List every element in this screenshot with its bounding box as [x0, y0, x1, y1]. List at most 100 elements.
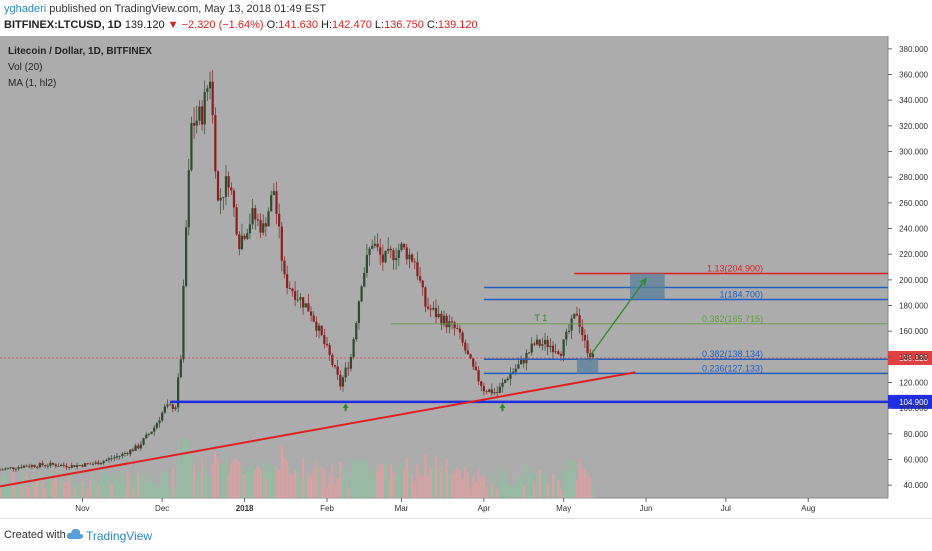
- y-tick-label: 280.000: [899, 173, 928, 182]
- candle-body: [214, 115, 217, 172]
- candle-body: [355, 322, 358, 340]
- y-tick-label: 380.000: [899, 45, 928, 54]
- volume-bar: [339, 462, 342, 498]
- y-tick-label: 240.000: [899, 225, 928, 234]
- volume-bar: [432, 467, 435, 498]
- y-tick-label: 340.000: [899, 96, 928, 105]
- volume-bar: [54, 474, 57, 498]
- volume-bar: [301, 457, 305, 498]
- candle-body: [171, 404, 174, 410]
- volume-bar: [363, 461, 366, 498]
- candle-body: [97, 462, 100, 465]
- y-tick-label: 300.000: [899, 148, 928, 157]
- x-tick-label: Nov: [75, 504, 89, 513]
- candle-body: [578, 315, 581, 327]
- candle-body: [46, 465, 49, 467]
- volume-bar: [416, 464, 419, 498]
- candle-body: [41, 463, 44, 466]
- x-tick-label: Jul: [721, 504, 731, 513]
- candle-body: [264, 223, 267, 227]
- volume-bar: [185, 438, 188, 498]
- candle-body: [472, 358, 475, 367]
- candle-body: [371, 245, 374, 249]
- candle-body: [288, 288, 291, 289]
- candle-body: [115, 456, 119, 458]
- candle-body: [323, 335, 326, 344]
- price-chart[interactable]: 1.13(204.900) 1(184.700) 0.382(165.715) 0.3…: [0, 36, 932, 516]
- candle-body: [365, 254, 368, 273]
- volume-bar: [179, 459, 182, 498]
- volume-bar: [110, 484, 113, 498]
- candle-body: [134, 445, 137, 451]
- volume-bar: [238, 462, 241, 498]
- candle-body: [6, 467, 10, 469]
- volume-bar: [530, 468, 533, 498]
- candle-body: [278, 213, 281, 227]
- candles: [0, 69, 594, 472]
- candle-body: [496, 392, 499, 394]
- volume-bar: [36, 479, 39, 498]
- candle-body: [208, 81, 212, 89]
- candle-body: [410, 254, 414, 262]
- candle-body: [559, 353, 563, 356]
- y-tick-label: 80.000: [904, 430, 929, 439]
- volume-bar: [325, 487, 329, 498]
- volume-bar: [333, 484, 337, 498]
- candle-body: [352, 339, 355, 358]
- support-price-tag: [888, 394, 932, 409]
- volume-bar: [589, 477, 592, 498]
- candle-body: [525, 352, 528, 364]
- volume-bar: [243, 474, 246, 498]
- volume-bar: [280, 445, 283, 498]
- candle-body: [488, 389, 491, 393]
- tradingview-link[interactable]: TradingView: [86, 529, 153, 543]
- candle-body: [458, 328, 462, 333]
- volume-bar: [246, 470, 249, 498]
- candle-body: [461, 332, 464, 343]
- candle-body: [506, 378, 509, 381]
- username-link[interactable]: yghaderi: [4, 3, 47, 15]
- candle-body: [240, 235, 244, 250]
- candle-body: [78, 465, 81, 466]
- candle-body: [283, 260, 286, 275]
- low-value: 136.750: [384, 19, 424, 31]
- candle-body: [185, 227, 188, 286]
- candle-body: [387, 248, 390, 251]
- volume-bar: [296, 468, 299, 498]
- candle-body: [211, 81, 214, 116]
- candle-body: [509, 373, 512, 379]
- candle-body: [232, 190, 236, 208]
- volume-bar: [264, 478, 267, 498]
- candle-body: [437, 313, 440, 318]
- candle-body: [246, 233, 249, 239]
- candle-body: [12, 467, 15, 469]
- candle-body: [408, 254, 411, 260]
- buy-zone: [576, 359, 599, 374]
- volume-bar: [137, 472, 140, 498]
- volume-bar: [575, 480, 579, 498]
- candle-body: [9, 467, 12, 469]
- candle-body: [20, 467, 23, 468]
- drawings: 104.900 139.120 T 1: [0, 273, 932, 488]
- candle-body: [145, 434, 148, 439]
- candle-body: [485, 391, 488, 393]
- candle-body: [336, 366, 339, 375]
- volume-bar: [482, 475, 485, 498]
- volume-bar: [195, 478, 198, 498]
- candle-body: [158, 420, 161, 424]
- y-tick-label: 160.000: [899, 327, 928, 336]
- volume-bar: [222, 463, 225, 498]
- candle-body: [14, 468, 18, 470]
- close-label: C:: [426, 19, 438, 31]
- volume-bar: [68, 477, 71, 498]
- candle-body: [583, 335, 587, 341]
- ohlc-line: BITFINEX:LTCUSD, 1D 139.120 ▼ −2.320 (−1…: [4, 19, 478, 31]
- volume-bar: [317, 465, 321, 498]
- volume-bar: [291, 475, 294, 498]
- volume-bar: [76, 484, 79, 498]
- candle-body: [557, 351, 560, 354]
- candle-body: [448, 321, 451, 328]
- candle-body: [291, 288, 294, 292]
- candle-body: [121, 453, 124, 456]
- x-tick-label: Apr: [478, 504, 491, 513]
